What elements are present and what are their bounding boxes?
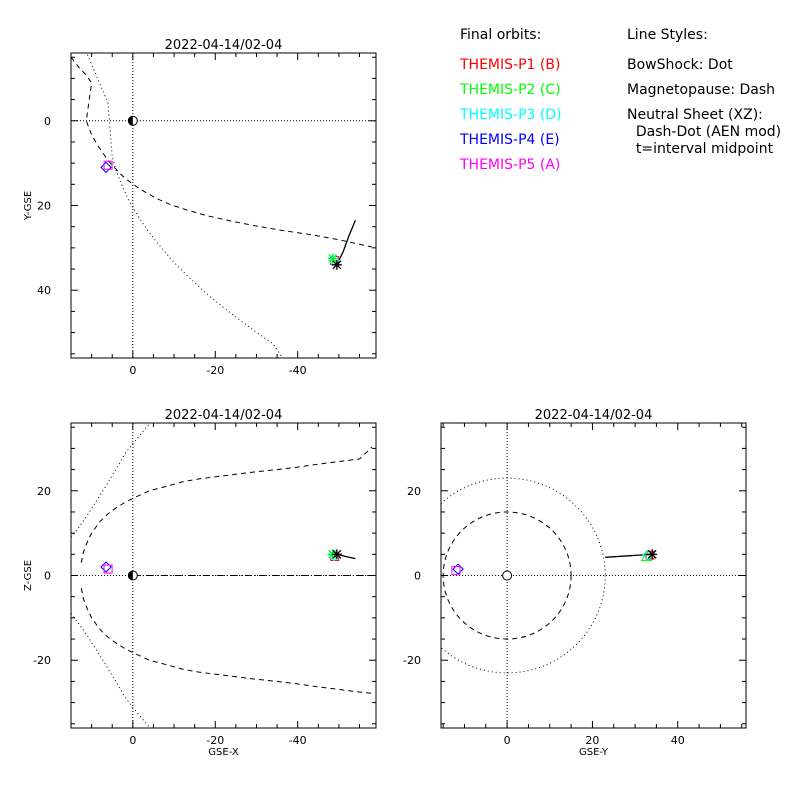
y-tick-label: -20 [403, 654, 421, 667]
legend-style-bowshock: BowShock: Dot [627, 57, 733, 73]
y-tick-label: -20 [33, 654, 51, 667]
panel-3: 0 20 40 -20 0 20 2022-04-14/02-04 GSE-Y [403, 408, 747, 758]
earth-marker [127, 570, 138, 581]
earth-outline [502, 570, 513, 581]
probe-marker-midpoint [331, 259, 342, 270]
earth-night-side [128, 571, 133, 580]
magnetopause-line [71, 56, 373, 248]
probe-marker-p4 [452, 563, 464, 575]
plot-area [441, 423, 746, 728]
x-tick-label: 0 [129, 734, 136, 747]
panel-2: 0 -20 -40 -20 0 20 2022-04-14/02-04 GSE-X Z-GSE [23, 408, 377, 758]
plot-area [71, 423, 376, 728]
trajectory-line [336, 553, 356, 560]
bowshock-circle [441, 477, 606, 674]
y-tick-label: 40 [37, 284, 51, 297]
legend-style-dashdot: Dash-Dot (AEN mod) [627, 124, 782, 140]
legend-probe-p1: THEMIS-P1 (B) [460, 57, 561, 73]
panel-title: 2022-04-14/02-04 [165, 408, 283, 423]
y-tick-label: 20 [37, 200, 51, 213]
y-tick-label: 0 [44, 115, 51, 128]
x-tick-label: -40 [289, 734, 307, 747]
x-tick-label: -40 [289, 364, 307, 377]
bowshock-line [71, 423, 151, 538]
legend-probe-p3: THEMIS-P3 (D) [460, 107, 562, 123]
legend-probe-p4: THEMIS-P4 (E) [460, 132, 560, 148]
legend-probe-p5: THEMIS-P5 (A) [460, 157, 561, 173]
legend-styles-title: Line Styles: [627, 27, 708, 43]
probe-marker-p4 [100, 161, 112, 174]
legend-orbits-title: Final orbits: [460, 27, 542, 43]
probe-marker-midpoint [331, 549, 342, 560]
x-tick-label: 40 [671, 734, 685, 747]
panel-title: 2022-04-14/02-04 [165, 38, 283, 53]
bowshock-line [86, 53, 282, 357]
y-tick-label: 0 [44, 570, 51, 583]
x-tick-label: -20 [206, 734, 224, 747]
probe-marker-p5 [103, 564, 113, 574]
x-tick-label: 0 [504, 734, 511, 747]
probe-marker-p5 [103, 160, 113, 170]
earth-marker [127, 115, 138, 126]
x-tick-label: -20 [206, 364, 224, 377]
probe-marker-p4 [100, 561, 112, 573]
plot-area [71, 53, 376, 358]
legend-style-neutral-sheet: Neutral Sheet (XZ): [627, 107, 763, 123]
probe-marker-p5 [451, 565, 461, 575]
y-axis-label: Z-GSE [23, 560, 34, 591]
earth-night-side [128, 116, 133, 126]
probe-marker-p1 [645, 550, 655, 560]
x-axis-label: GSE-X [208, 747, 239, 758]
panel-title: 2022-04-14/02-04 [535, 408, 653, 423]
legend-style-midpoint-note: t=interval midpoint [627, 141, 774, 157]
y-axis-label: Y-GSE [23, 191, 34, 221]
bowshock-line [71, 613, 151, 728]
probe-marker-p3 [328, 254, 340, 267]
trajectory-line [336, 220, 357, 266]
y-tick-label: 20 [37, 485, 51, 498]
axes-frame [70, 52, 377, 359]
x-tick-label: 20 [585, 734, 599, 747]
magnetopause-line [80, 446, 373, 563]
magnetopause-line [80, 588, 372, 694]
probe-marker-midpoint [647, 549, 658, 560]
panel-1: 0 -20 -40 0 20 40 2022-04-14/02-04 Y-GSE [23, 38, 377, 377]
legend-style-magnetopause: Magnetopause: Dash [627, 82, 776, 98]
y-tick-label: 20 [407, 485, 421, 498]
legend-probe-p2: THEMIS-P2 (C) [460, 82, 561, 98]
x-tick-label: 0 [129, 364, 136, 377]
x-axis-label: GSE-Y [579, 747, 609, 758]
y-tick-label: 0 [414, 570, 421, 583]
earth-marker [502, 570, 513, 581]
